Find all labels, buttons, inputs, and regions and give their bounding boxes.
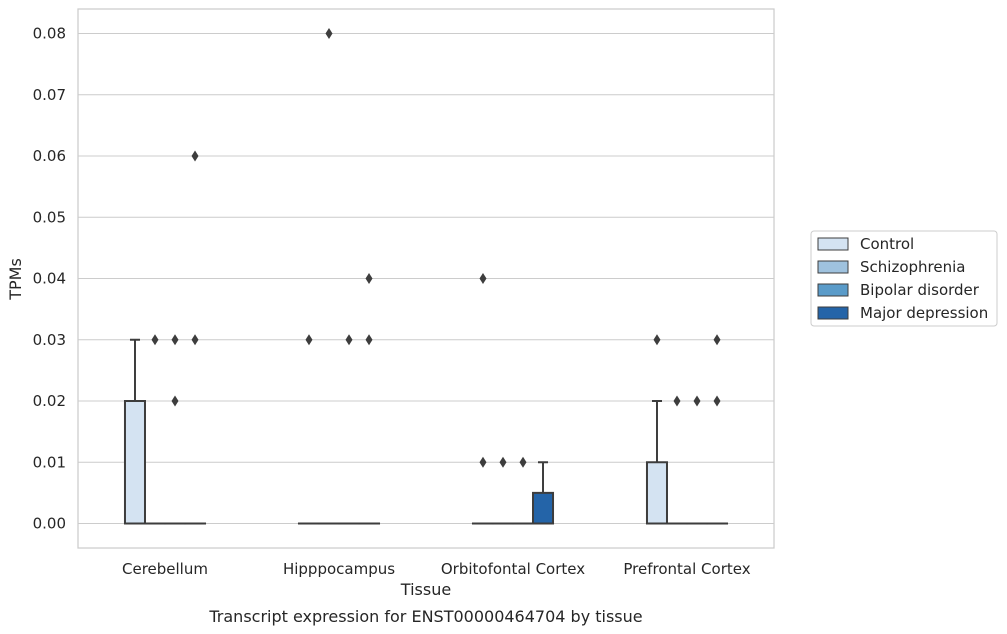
outlier-point	[365, 334, 373, 346]
y-tick-label: 0.00	[33, 515, 66, 533]
legend-label: Control	[860, 235, 914, 253]
boxes	[123, 28, 729, 525]
box	[123, 400, 146, 525]
outlier-point	[519, 456, 527, 468]
x-tick-label: Hipppocampus	[283, 560, 395, 578]
legend-swatch	[817, 260, 849, 274]
outlier-point	[713, 334, 721, 346]
box	[645, 461, 668, 525]
legend-frame	[810, 230, 998, 327]
outlier-point	[499, 456, 507, 468]
y-tick-label: 0.06	[33, 147, 66, 165]
outlier-point	[171, 334, 179, 346]
outlier-point	[653, 334, 661, 346]
outlier-point	[191, 334, 199, 346]
legend-swatch	[817, 283, 849, 297]
x-tick-label: Prefrontal Cortex	[623, 560, 750, 578]
outlier-point	[325, 28, 333, 39]
legend-label: Schizophrenia	[860, 258, 965, 276]
outlier-point	[191, 150, 199, 162]
y-tick-label: 0.05	[33, 208, 66, 226]
legend-swatch	[817, 237, 849, 251]
y-tick-label: 0.08	[33, 25, 66, 43]
outlier-point	[305, 334, 313, 346]
y-tick-label: 0.07	[33, 86, 66, 104]
outlier-point	[713, 395, 721, 407]
outlier-point	[673, 395, 681, 407]
legend-label: Major depression	[860, 304, 988, 322]
legend-swatch	[817, 306, 849, 320]
chart-caption: Transcript expression for ENST0000046470…	[208, 607, 642, 626]
outlier-point	[151, 334, 159, 346]
outlier-point	[171, 395, 179, 407]
x-tick-label: Orbitofontal Cortex	[441, 560, 585, 578]
y-axis-label: TPMs	[6, 258, 25, 301]
outlier-point	[345, 334, 353, 346]
y-tick-label: 0.04	[33, 270, 66, 288]
y-tick-label: 0.03	[33, 331, 66, 349]
legend: Control Schizophrenia Bipolar disorder Majo…	[810, 230, 998, 327]
x-axis-label: Tissue	[400, 580, 451, 599]
y-axis-ticks: 0.00 0.01 0.02 0.03 0.04 0.05 0.06 0.07 0.08	[33, 25, 66, 533]
outlier-point	[479, 456, 487, 468]
y-tick-label: 0.02	[33, 392, 66, 410]
x-axis-ticks: Cerebellum Hipppocampus Orbitofontal Corte…	[122, 560, 751, 578]
outlier-point	[693, 395, 701, 407]
plot-frame	[77, 8, 775, 549]
outlier-point	[365, 273, 373, 284]
x-tick-label: Cerebellum	[122, 560, 208, 578]
outlier-point	[479, 273, 487, 284]
y-tick-label: 0.01	[33, 453, 66, 471]
box	[532, 491, 555, 525]
legend-label: Bipolar disorder	[860, 281, 980, 299]
